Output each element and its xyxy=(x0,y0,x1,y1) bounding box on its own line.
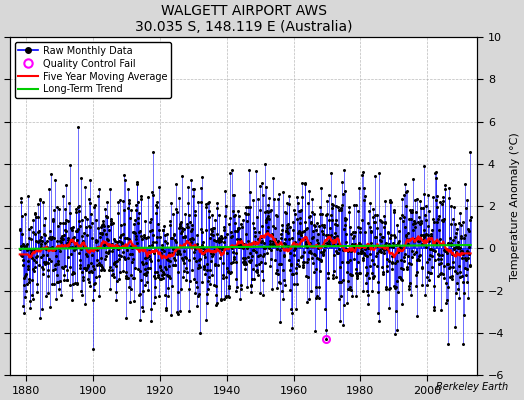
Y-axis label: Temperature Anomaly (°C): Temperature Anomaly (°C) xyxy=(510,132,520,280)
Legend: Raw Monthly Data, Quality Control Fail, Five Year Moving Average, Long-Term Tren: Raw Monthly Data, Quality Control Fail, … xyxy=(15,42,171,98)
Text: Berkeley Earth: Berkeley Earth xyxy=(436,382,508,392)
Title: WALGETT AIRPORT AWS
30.035 S, 148.119 E (Australia): WALGETT AIRPORT AWS 30.035 S, 148.119 E … xyxy=(135,4,352,34)
